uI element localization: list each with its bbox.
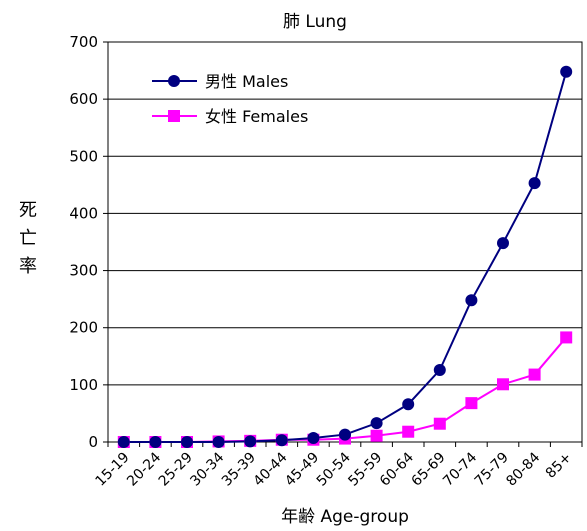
data-point xyxy=(370,417,383,430)
x-tick-label: 50-54 xyxy=(314,449,354,489)
x-tick-label: 75-79 xyxy=(472,450,512,490)
data-point xyxy=(560,331,573,344)
y-axis-ticks: 0 100 200 300 400 500 600 700 xyxy=(69,33,108,451)
data-point xyxy=(402,425,415,438)
y-tick-label: 100 xyxy=(69,376,98,394)
x-tick-label: 45-49 xyxy=(282,450,322,490)
y-tick-label: 600 xyxy=(69,90,98,108)
y-tick-label: 300 xyxy=(69,262,98,280)
data-point xyxy=(465,294,478,307)
data-point xyxy=(560,65,573,78)
data-point xyxy=(370,429,383,442)
x-axis-label: 年齢 Age-group xyxy=(281,507,409,527)
data-point xyxy=(528,368,541,381)
x-tick-label: 15-19 xyxy=(93,450,133,490)
x-axis-ticks: 15-1920-2425-2930-3435-3940-4445-4950-54… xyxy=(93,442,583,490)
y-tick-label: 700 xyxy=(69,33,98,51)
data-point xyxy=(528,177,541,190)
data-point xyxy=(212,436,225,448)
data-point xyxy=(433,364,446,376)
data-point xyxy=(497,378,509,391)
data-point xyxy=(117,436,130,448)
y-tick-label: 400 xyxy=(69,204,98,222)
data-point xyxy=(433,417,446,430)
x-tick-label: 60-64 xyxy=(377,449,417,489)
data-point xyxy=(244,435,257,448)
data-point xyxy=(497,237,509,250)
data-point xyxy=(181,436,193,448)
x-tick-label: 85+ xyxy=(543,450,575,482)
grid-lines xyxy=(108,98,582,386)
legend: 男性 Males 女性 Females xyxy=(152,72,308,126)
data-point xyxy=(339,428,351,441)
legend-label: 女性 Females xyxy=(205,107,308,126)
x-tick-label: 30-34 xyxy=(187,449,227,489)
data-point xyxy=(275,434,288,447)
data-point xyxy=(465,397,478,410)
chart-title: 肺 Lung xyxy=(283,12,347,32)
y-tick-label: 0 xyxy=(88,433,98,451)
data-point xyxy=(149,436,162,448)
legend-label: 男性 Males xyxy=(205,72,288,91)
x-tick-label: 70-74 xyxy=(440,449,480,489)
x-tick-label: 55-59 xyxy=(345,450,385,490)
y-tick-label: 500 xyxy=(69,147,98,165)
series-layer xyxy=(117,65,573,448)
y-tick-label: 200 xyxy=(69,319,98,337)
data-point xyxy=(402,398,415,411)
x-tick-label: 40-44 xyxy=(251,449,291,489)
x-tick-label: 35-39 xyxy=(219,450,259,490)
x-tick-label: 65-69 xyxy=(409,450,449,490)
x-tick-label: 80-84 xyxy=(503,449,543,489)
y-axis-label: 死 亡 率 xyxy=(19,200,37,277)
legend-marker xyxy=(168,75,180,87)
y-axis-label-char: 死 xyxy=(19,200,37,221)
y-axis-label-char: 亡 xyxy=(19,228,37,249)
x-tick-label: 25-29 xyxy=(156,450,196,490)
legend-marker xyxy=(168,110,180,122)
data-point xyxy=(307,432,320,444)
y-axis-label-char: 率 xyxy=(19,256,37,277)
x-tick-label: 20-24 xyxy=(124,449,164,489)
